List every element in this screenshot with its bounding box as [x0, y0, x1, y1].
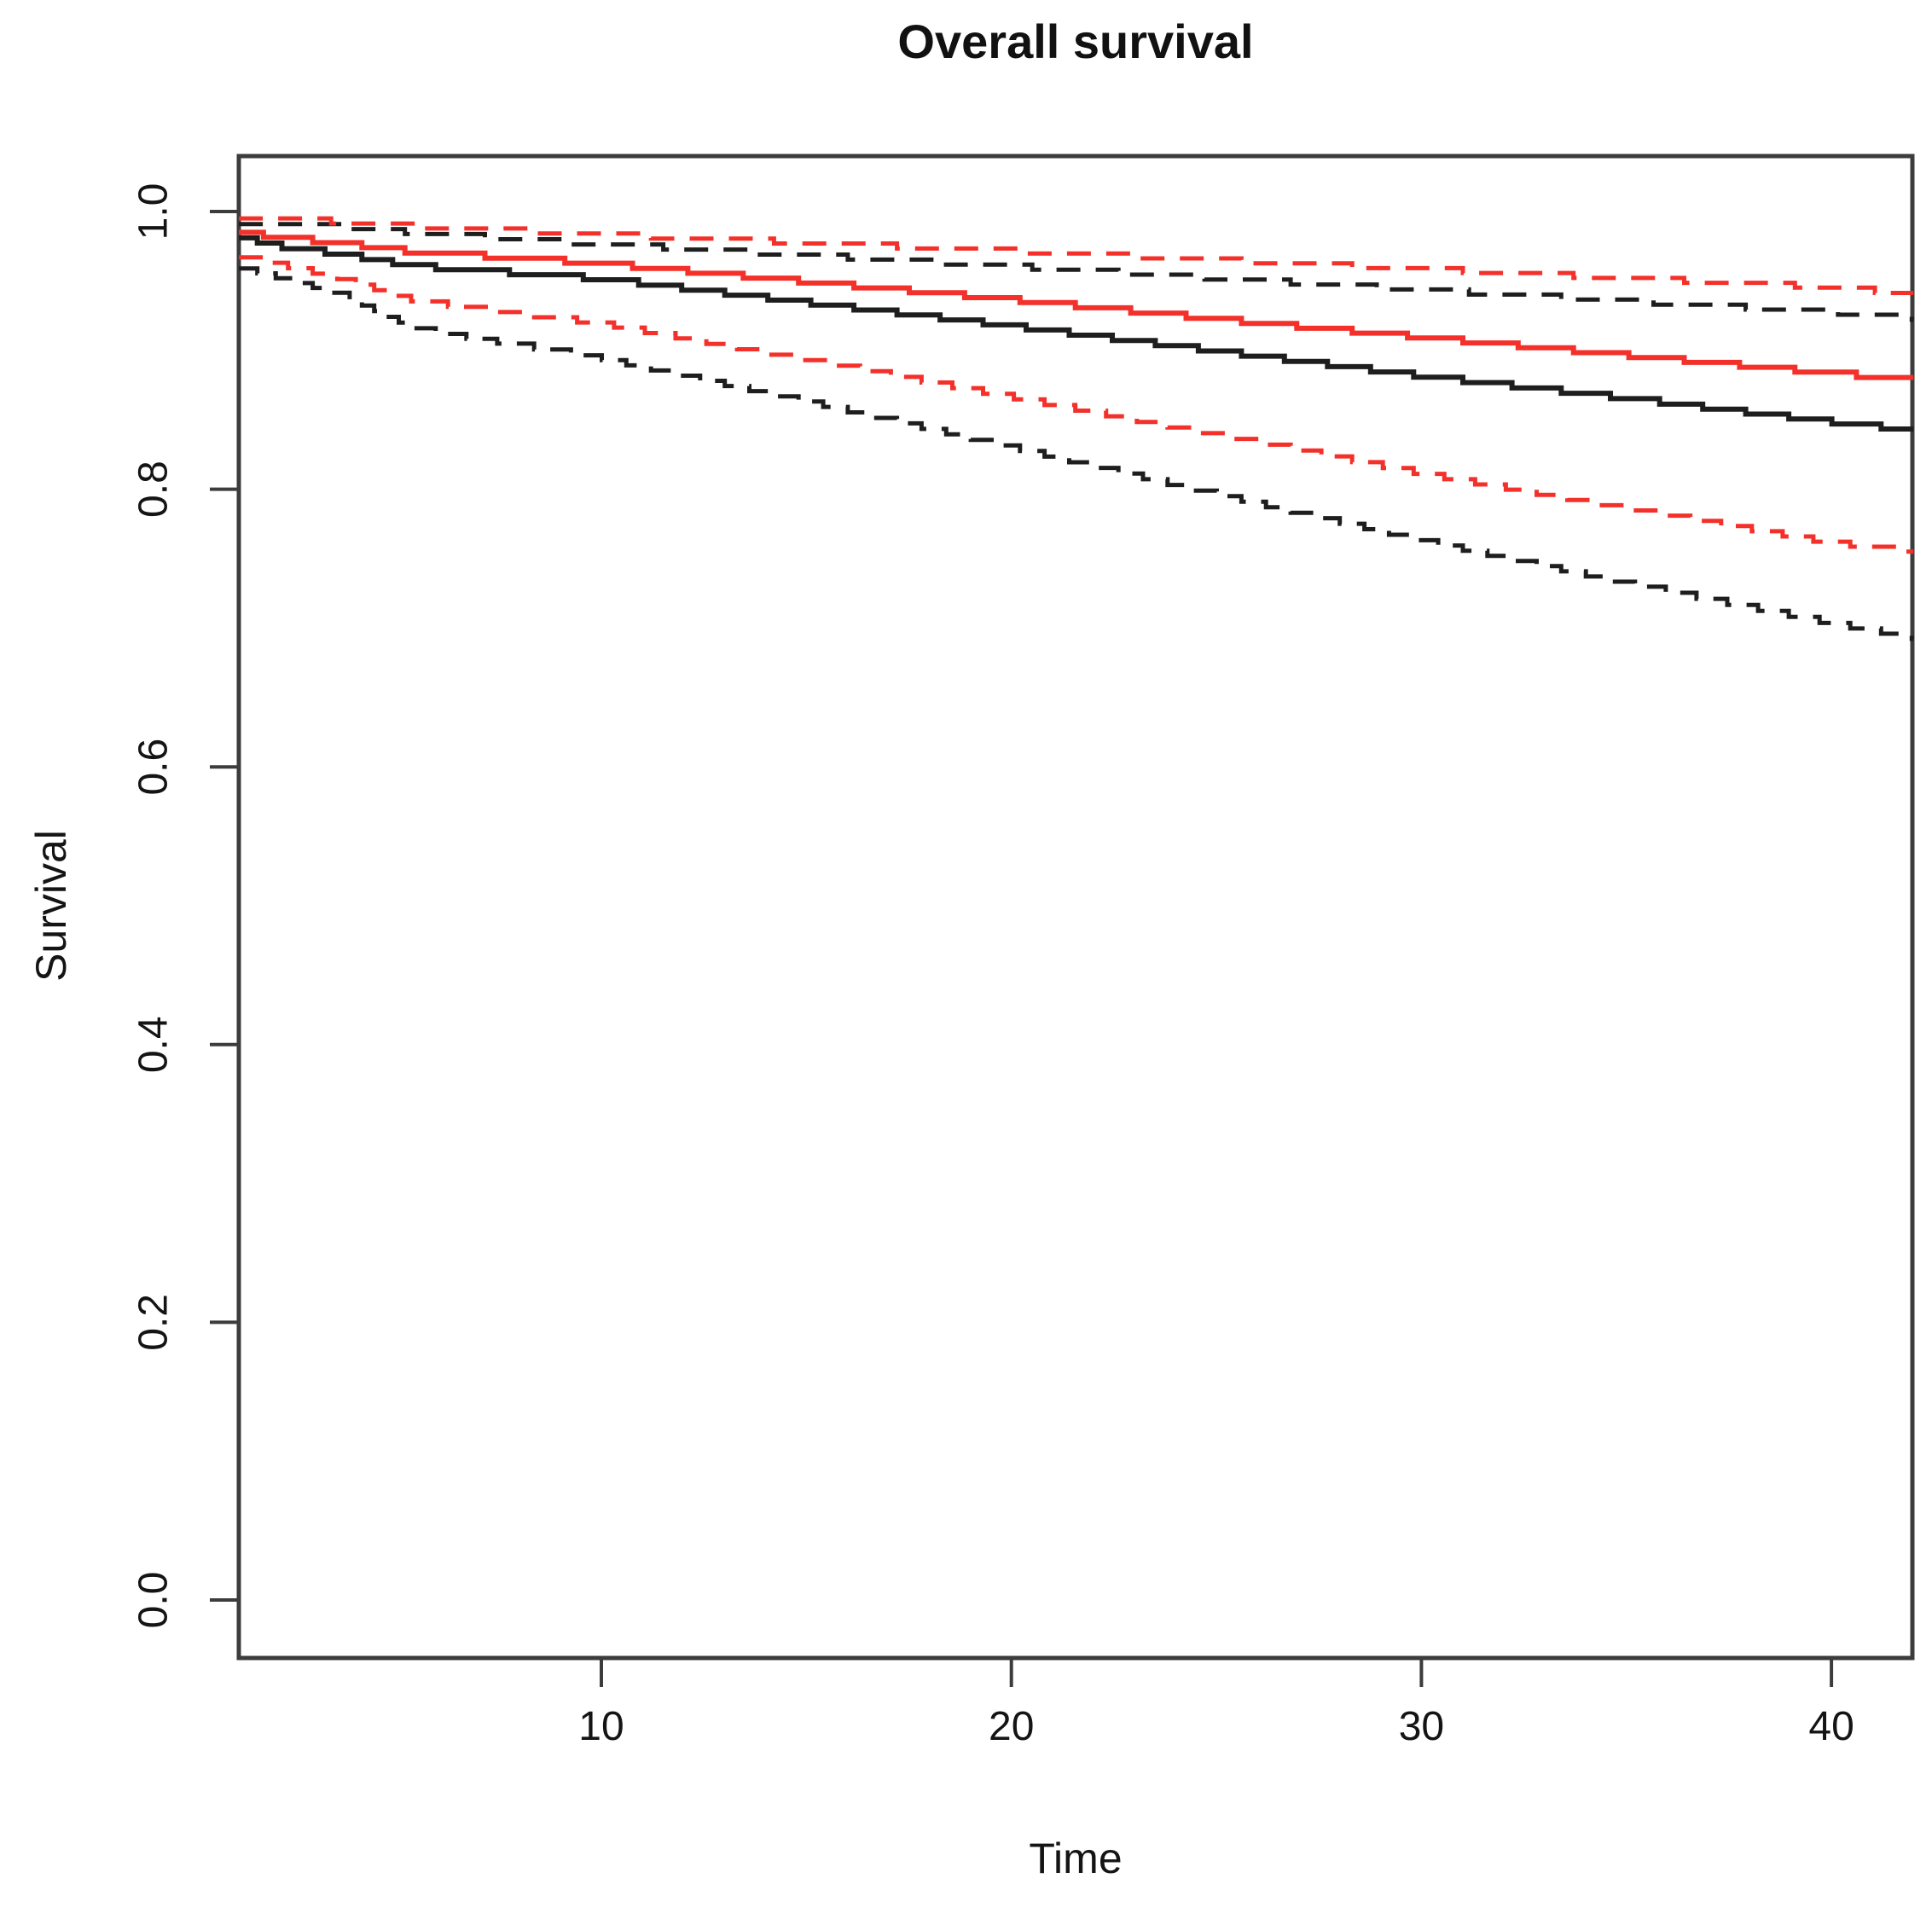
- curve-group1-ci-upper: [239, 222, 1914, 322]
- y-tick-label: 0.6: [131, 739, 177, 796]
- y-tick-label: 0.0: [131, 1572, 177, 1629]
- y-tick-label: 0.2: [131, 1294, 177, 1351]
- x-tick-label: 10: [578, 1704, 624, 1749]
- curve-group2-ci-upper: [239, 216, 1914, 295]
- y-tick-label: 0.8: [131, 461, 177, 518]
- x-axis-label: Time: [1029, 1835, 1123, 1882]
- x-tick-label: 40: [1808, 1704, 1854, 1749]
- x-tick-label: 20: [989, 1704, 1034, 1749]
- y-tick-label: 1.0: [131, 183, 177, 241]
- x-tick-label: 30: [1399, 1704, 1444, 1749]
- curve-group1-survival: [239, 235, 1914, 432]
- plot-border: [236, 154, 1915, 1661]
- chart-title: Overall survival: [897, 14, 1254, 68]
- curve-group1-ci-lower: [239, 266, 1914, 641]
- curve-group2-survival: [239, 229, 1914, 380]
- y-tick-label: 0.4: [131, 1016, 177, 1073]
